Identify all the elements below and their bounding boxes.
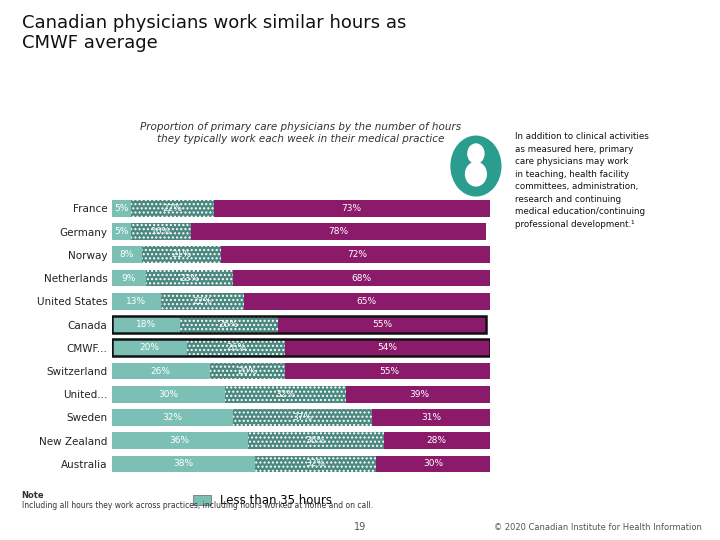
- Bar: [112, 246, 142, 263]
- Bar: [233, 269, 490, 286]
- Bar: [214, 200, 490, 217]
- Text: 8%: 8%: [120, 251, 134, 259]
- Circle shape: [451, 136, 501, 196]
- Text: 21%: 21%: [171, 251, 192, 259]
- Text: 39%: 39%: [410, 390, 430, 399]
- Text: 73%: 73%: [341, 204, 361, 213]
- Bar: [187, 340, 285, 356]
- Bar: [112, 340, 187, 356]
- Text: 30%: 30%: [423, 460, 443, 469]
- Text: 32%: 32%: [306, 460, 325, 469]
- Bar: [112, 340, 490, 356]
- Bar: [248, 433, 384, 449]
- Text: 38%: 38%: [174, 460, 194, 469]
- Text: 18%: 18%: [135, 320, 156, 329]
- Bar: [130, 223, 191, 240]
- Text: they typically work each week in their medical practice: they typically work each week in their m…: [157, 134, 444, 144]
- Text: 20%: 20%: [238, 367, 258, 375]
- Text: 32%: 32%: [276, 390, 295, 399]
- Bar: [221, 246, 493, 263]
- Text: 26%: 26%: [219, 320, 239, 329]
- Bar: [112, 200, 130, 217]
- Text: 55%: 55%: [379, 367, 400, 375]
- Bar: [112, 433, 248, 449]
- Bar: [372, 409, 490, 426]
- Text: 28%: 28%: [427, 436, 446, 445]
- Bar: [384, 433, 490, 449]
- Text: 26%: 26%: [150, 367, 171, 375]
- Text: 78%: 78%: [328, 227, 348, 236]
- Bar: [346, 386, 493, 403]
- Legend: Less than 35 hours: Less than 35 hours: [189, 489, 337, 512]
- Text: 22%: 22%: [162, 204, 182, 213]
- Text: 68%: 68%: [351, 274, 371, 282]
- Bar: [112, 293, 161, 309]
- Text: 36%: 36%: [170, 436, 189, 445]
- Bar: [285, 340, 490, 356]
- Bar: [377, 456, 490, 472]
- Bar: [285, 363, 493, 380]
- Bar: [244, 293, 490, 309]
- Text: Including all hours they work across practices, including hours worked at home a: Including all hours they work across pra…: [22, 501, 373, 510]
- Text: 65%: 65%: [356, 297, 377, 306]
- Text: 5%: 5%: [114, 227, 128, 236]
- Text: In addition to clinical activities
as measured here, primary
care physicians may: In addition to clinical activities as me…: [515, 132, 649, 229]
- Circle shape: [468, 144, 484, 163]
- Text: 36%: 36%: [306, 436, 325, 445]
- Bar: [112, 386, 225, 403]
- Text: 30%: 30%: [158, 390, 179, 399]
- Text: 13%: 13%: [126, 297, 146, 306]
- Bar: [112, 363, 210, 380]
- Text: 26%: 26%: [226, 343, 246, 352]
- Bar: [112, 223, 130, 240]
- Text: 22%: 22%: [192, 297, 212, 306]
- Bar: [256, 456, 377, 472]
- Text: Note: Note: [22, 491, 44, 501]
- Text: 54%: 54%: [377, 343, 397, 352]
- Text: 19: 19: [354, 522, 366, 532]
- Bar: [225, 386, 346, 403]
- Bar: [112, 456, 256, 472]
- Text: 72%: 72%: [347, 251, 367, 259]
- Bar: [142, 246, 221, 263]
- Bar: [112, 316, 180, 333]
- Bar: [233, 409, 372, 426]
- Bar: [210, 363, 285, 380]
- Text: 37%: 37%: [292, 413, 312, 422]
- Text: 9%: 9%: [122, 274, 136, 282]
- Ellipse shape: [466, 163, 486, 186]
- Bar: [112, 409, 233, 426]
- Text: Proportion of primary care physicians by the number of hours: Proportion of primary care physicians by…: [140, 122, 462, 132]
- Bar: [145, 269, 233, 286]
- Text: 20%: 20%: [140, 343, 159, 352]
- Bar: [130, 200, 214, 217]
- Text: 23%: 23%: [179, 274, 199, 282]
- Bar: [191, 223, 486, 240]
- Bar: [278, 316, 486, 333]
- Text: Canadian physicians work similar hours as
CMWF average: Canadian physicians work similar hours a…: [22, 14, 406, 52]
- Text: © 2020 Canadian Institute for Health Information: © 2020 Canadian Institute for Health Inf…: [494, 523, 702, 532]
- Text: 31%: 31%: [421, 413, 441, 422]
- Text: 16%: 16%: [150, 227, 171, 236]
- Bar: [180, 316, 278, 333]
- Text: 55%: 55%: [372, 320, 392, 329]
- Bar: [112, 269, 145, 286]
- Bar: [112, 316, 486, 333]
- Text: 32%: 32%: [162, 413, 182, 422]
- Text: 5%: 5%: [114, 204, 128, 213]
- Bar: [161, 293, 244, 309]
